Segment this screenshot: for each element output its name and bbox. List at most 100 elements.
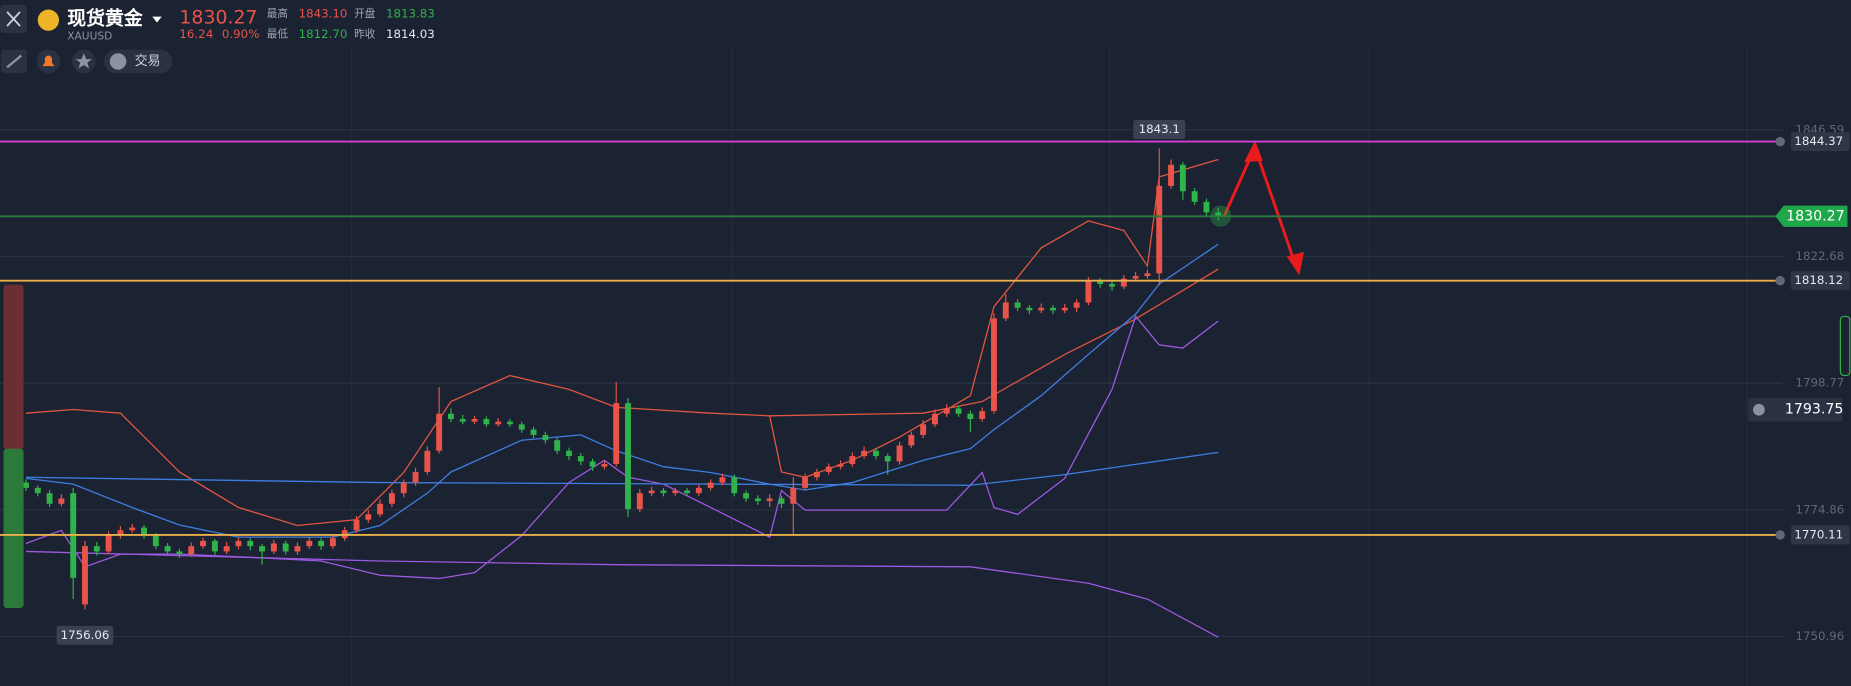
trade-label[interactable]: 交易	[135, 53, 161, 69]
candle-body	[1144, 273, 1151, 276]
candle-body	[825, 466, 832, 472]
candle-body	[365, 514, 372, 520]
candle-body	[329, 538, 336, 547]
candle-body	[530, 429, 537, 435]
candle-body	[176, 551, 183, 555]
bell-icon	[42, 55, 55, 67]
candle-body	[1109, 283, 1115, 287]
candle-body	[636, 493, 643, 510]
candle-body	[566, 450, 572, 457]
candle-body	[282, 543, 289, 552]
candle-body	[1156, 185, 1163, 274]
candle-body	[554, 440, 561, 451]
trade-icon	[109, 53, 127, 70]
candle-body	[743, 493, 750, 499]
candle-body	[754, 498, 761, 502]
min-label-box	[56, 625, 114, 645]
candle-body	[731, 477, 738, 494]
vertical-grid	[351, 47, 1748, 686]
candle-body	[483, 419, 490, 425]
candle-body	[518, 424, 525, 430]
candle-body	[931, 413, 938, 425]
candle-body	[412, 471, 419, 483]
candle-body	[424, 450, 431, 472]
candle-body	[164, 546, 171, 552]
candle-body	[542, 434, 549, 441]
candle-body	[1026, 307, 1033, 311]
indicator-line	[769, 268, 1219, 417]
candle-body	[141, 527, 147, 536]
price-alert-bell	[1775, 275, 1785, 286]
candle-body	[660, 490, 667, 494]
candle-body	[46, 493, 53, 504]
gold-icon	[37, 9, 60, 31]
candle-body	[235, 540, 242, 547]
close-icon	[6, 11, 21, 27]
low-label: 最低	[267, 27, 289, 40]
candle-body	[471, 419, 478, 422]
candle-body	[920, 424, 927, 435]
candle-body	[1215, 212, 1222, 217]
change-pct: 0.90%	[222, 27, 259, 41]
candle-body	[1132, 275, 1139, 279]
max-label: 1843.1	[1139, 122, 1180, 136]
candle-body	[447, 413, 454, 420]
trend-arrows	[1222, 140, 1304, 276]
candle-body	[589, 461, 596, 467]
candle-body	[648, 490, 655, 494]
candle-body	[117, 530, 124, 536]
price-label-box	[1775, 205, 1848, 227]
price-label: 1770.11	[1794, 527, 1843, 541]
change: 16.24	[179, 27, 213, 41]
candle-body	[129, 527, 136, 531]
price-label: 1830.27	[1786, 208, 1845, 224]
open: 1813.83	[386, 7, 435, 21]
sentiment-down	[3, 448, 24, 609]
candle-body	[1014, 302, 1021, 308]
candle-body	[613, 403, 620, 465]
price-label-box	[1790, 132, 1850, 152]
candle-body	[684, 490, 690, 494]
max-label-box	[1133, 120, 1186, 139]
y-tick-label: 1822.68	[1796, 249, 1845, 263]
candle-body	[211, 540, 218, 552]
candle-body	[979, 411, 986, 420]
candle-body	[400, 482, 407, 494]
y-tick-label: 1798.77	[1796, 376, 1845, 390]
candle-body	[306, 540, 313, 547]
candle-body	[1050, 307, 1056, 311]
price-label-box	[1790, 271, 1850, 291]
indicator-line	[25, 243, 1219, 538]
candle-body	[695, 487, 702, 494]
candle-body	[388, 493, 395, 504]
low: 1812.70	[299, 27, 348, 41]
open-label: 开盘	[354, 7, 376, 20]
candle-body	[849, 456, 856, 465]
candle-body	[884, 456, 891, 462]
candle-body	[105, 535, 112, 552]
candle-body	[188, 546, 195, 555]
candle-body	[1179, 164, 1186, 192]
candle-body	[1038, 307, 1045, 311]
instrument-title[interactable]: 现货黄金	[67, 6, 143, 29]
candle-body	[294, 546, 301, 552]
dropdown[interactable]	[152, 16, 162, 23]
last-price: 1830.27	[179, 6, 257, 28]
candle-body	[259, 546, 266, 552]
scroll-indicator	[1839, 315, 1851, 377]
candle-body	[1120, 278, 1127, 287]
symbol: XAUUSD	[67, 30, 112, 43]
candle-body	[802, 477, 809, 488]
candle-body	[82, 546, 88, 605]
y-tick-label: 1750.96	[1796, 629, 1845, 643]
alert-bell	[1753, 403, 1765, 416]
prev-close: 1814.03	[386, 27, 435, 41]
candle-body	[1061, 307, 1068, 311]
price-alert-bell	[1775, 136, 1785, 147]
candle-body	[955, 408, 962, 414]
candle-body	[837, 464, 844, 467]
